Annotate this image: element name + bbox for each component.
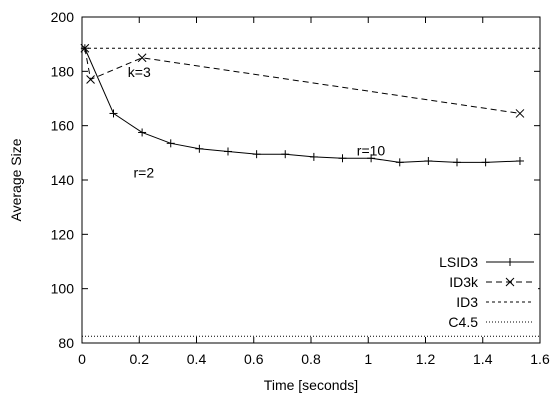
y-axis-title: Average Size xyxy=(8,138,24,221)
legend-label-id3k: ID3k xyxy=(449,274,479,290)
legend-background xyxy=(410,250,538,332)
x-tick-label: 1 xyxy=(364,351,372,367)
annotation-k-3: k=3 xyxy=(128,64,151,80)
legend-label-lsid3: LSID3 xyxy=(439,254,478,270)
x-tick-label: 0.8 xyxy=(301,351,321,367)
legend-marker-id3k-d2 xyxy=(505,277,515,287)
markers xyxy=(80,43,525,167)
series-line-id3k xyxy=(84,48,521,114)
x-tick-label: 1.4 xyxy=(473,351,493,367)
legend-label-id3: ID3 xyxy=(456,294,478,310)
point-id3k-d2 xyxy=(515,109,525,118)
y-tick-label: 100 xyxy=(51,281,75,297)
annotation-r-10: r=10 xyxy=(357,143,386,159)
y-tick-label: 180 xyxy=(51,63,75,79)
point-id3k-d2 xyxy=(137,53,147,63)
tick-labels: 0 0.2 0.4 0.6 0.8 1 1.2 1.4 1.6 80 100 120 140 160 180… xyxy=(51,9,550,367)
y-tick-label: 200 xyxy=(51,9,75,25)
axis-ticks xyxy=(81,16,541,344)
x-tick-label: 1.6 xyxy=(530,351,550,367)
x-tick-label: 0.4 xyxy=(187,351,207,367)
legend: LSID3 ID3k ID3 C4.5 xyxy=(410,250,538,332)
x-tick-label: 0.2 xyxy=(130,351,150,367)
point-id3k-d2 xyxy=(86,75,95,84)
y-tick-label: 80 xyxy=(58,335,74,351)
plot-lines xyxy=(82,47,540,337)
x-tick-label: 1.2 xyxy=(416,351,436,367)
x-tick-label: 0 xyxy=(78,351,86,367)
y-tick-label: 140 xyxy=(51,172,75,188)
y-tick-label: 160 xyxy=(51,118,75,134)
y-tick-label: 120 xyxy=(51,226,75,242)
legend-label-c4-5: C4.5 xyxy=(448,314,478,330)
x-axis-title: Time [seconds] xyxy=(264,377,358,393)
annotations: k=3 r=2 r=10 xyxy=(128,64,386,181)
series-line-lsid3 xyxy=(84,48,520,163)
annotation-r-2: r=2 xyxy=(134,164,155,180)
x-tick-label: 0.6 xyxy=(244,351,264,367)
